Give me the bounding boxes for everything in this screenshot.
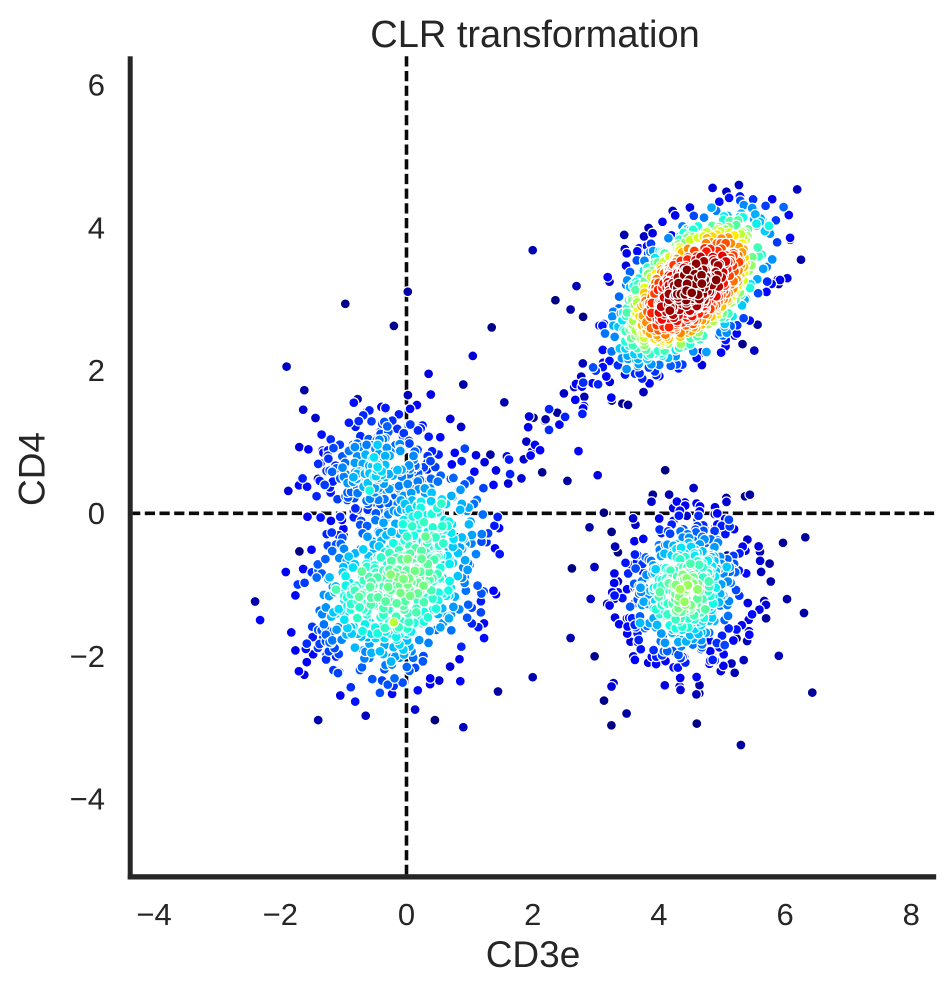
svg-text:4: 4 [88,210,105,245]
svg-text:−4: −4 [70,782,105,817]
svg-text:6: 6 [88,68,105,103]
svg-text:CD4: CD4 [12,432,53,506]
svg-text:0: 0 [88,496,105,531]
svg-text:0: 0 [398,897,415,932]
svg-text:2: 2 [524,897,541,932]
svg-text:−4: −4 [136,897,171,932]
svg-text:−2: −2 [263,897,298,932]
svg-text:2: 2 [88,353,105,388]
svg-text:6: 6 [776,897,793,932]
svg-text:−2: −2 [70,639,105,674]
svg-text:4: 4 [650,897,667,932]
svg-text:CLR transformation: CLR transformation [370,14,699,56]
svg-text:8: 8 [903,897,920,932]
svg-text:CD3e: CD3e [486,934,581,975]
